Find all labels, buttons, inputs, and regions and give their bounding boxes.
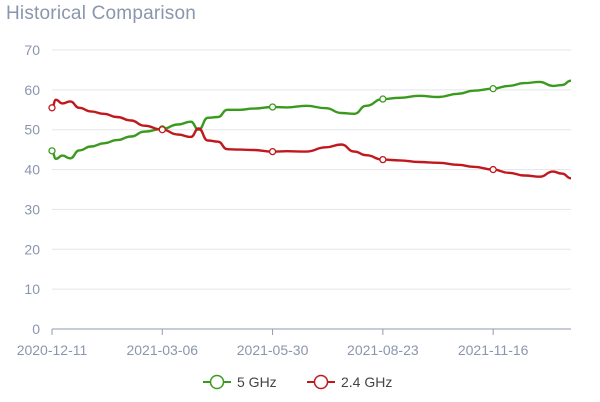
- x-tick-label: 2021-03-06: [126, 342, 198, 358]
- y-tick-label: 0: [32, 321, 40, 337]
- data-point-marker: [158, 126, 166, 134]
- data-point-marker: [489, 85, 497, 93]
- y-tick-label: 10: [24, 281, 40, 297]
- x-tick-label: 2021-08-23: [347, 342, 419, 358]
- legend-swatch-marker: [209, 374, 225, 390]
- x-tick-label: 2021-11-16: [458, 342, 529, 358]
- y-tick-label: 20: [24, 241, 40, 257]
- x-tick-label: 2021-05-30: [237, 342, 309, 358]
- series-markers: [48, 85, 497, 174]
- y-tick-label: 40: [24, 162, 40, 178]
- y-tick-label: 60: [24, 82, 40, 98]
- legend-label: 5 GHz: [237, 374, 277, 390]
- legend-item-2-4ghz[interactable]: 2.4 GHz: [307, 374, 392, 390]
- legend[interactable]: 5 GHz 2.4 GHz: [203, 374, 392, 390]
- data-point-marker: [48, 104, 56, 112]
- y-tick-label: 30: [24, 201, 40, 217]
- data-point-marker: [48, 147, 56, 155]
- legend-label: 2.4 GHz: [341, 374, 392, 390]
- data-point-marker: [379, 95, 387, 103]
- axes: 0 10 20 30 40 50 60 70 2020-12-11 2021-03-06 2021-…: [17, 42, 571, 358]
- legend-item-5ghz[interactable]: 5 GHz: [203, 374, 277, 390]
- y-tick-label: 70: [24, 42, 40, 58]
- data-point-marker: [268, 147, 277, 156]
- chart-title: Historical Comparison: [6, 3, 197, 24]
- legend-swatch-marker: [313, 374, 329, 390]
- data-point-marker: [268, 103, 277, 111]
- data-point-marker: [379, 155, 387, 164]
- x-tick-label: 2020-12-11: [17, 342, 88, 358]
- y-tick-label: 50: [24, 122, 40, 138]
- data-point-marker: [489, 165, 497, 174]
